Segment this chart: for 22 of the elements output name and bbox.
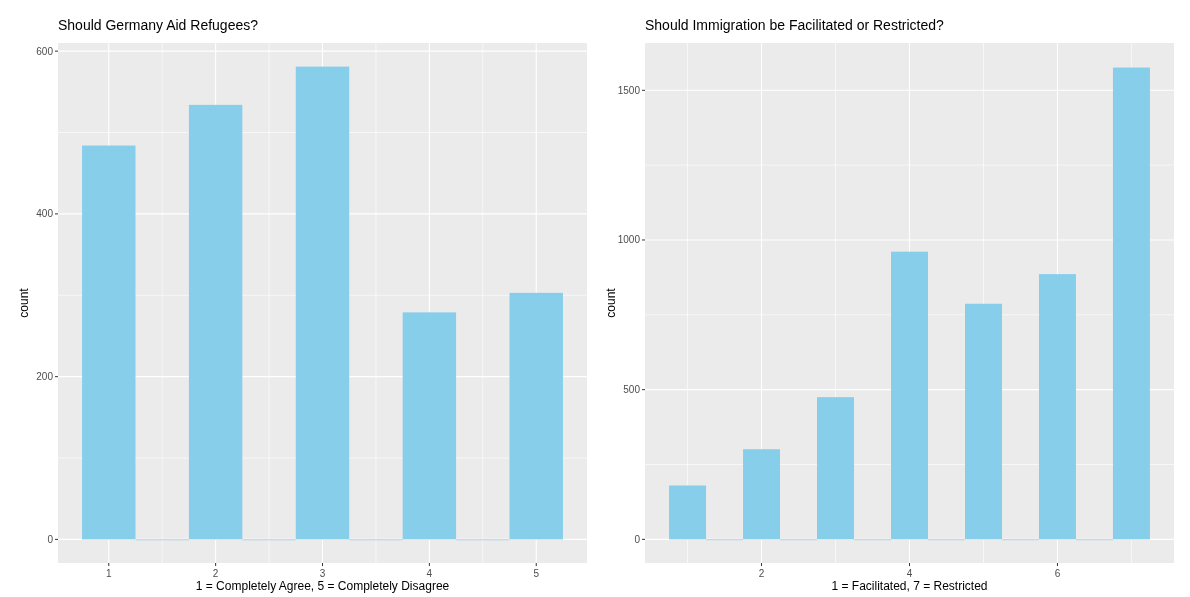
y-tick-label: 0 [47, 533, 54, 545]
y-tick-label: 600 [36, 45, 54, 57]
y-tick-label: 200 [36, 371, 54, 383]
x-tick-label: 4 [906, 568, 913, 579]
x-axis-title: 1 = Completely Agree, 5 = Completely Disagree [195, 579, 450, 593]
y-axis-title: count [604, 287, 618, 318]
y-axis-title: count [17, 287, 31, 318]
x-tick-label: 2 [212, 568, 219, 579]
chart-title: Should Germany Aid Refugees? [58, 17, 259, 33]
x-tick-label: 3 [319, 568, 326, 579]
x-tick-label: 6 [1054, 568, 1061, 579]
y-tick-label: 500 [623, 384, 641, 396]
x-tick-label: 4 [426, 568, 433, 579]
x-tick-label: 2 [758, 568, 765, 579]
x-tick-label: 5 [533, 568, 540, 579]
chart-title: Should Immigration be Facilitated or Restricted? [645, 17, 945, 33]
y-tick-label: 400 [36, 208, 54, 220]
x-axis-title: 1 = Facilitated, 7 = Restricted [831, 579, 988, 593]
x-tick-label: 1 [105, 568, 112, 579]
y-tick-label: 1500 [617, 84, 641, 96]
y-tick-label: 1000 [617, 234, 641, 246]
y-tick-label: 0 [634, 533, 641, 545]
